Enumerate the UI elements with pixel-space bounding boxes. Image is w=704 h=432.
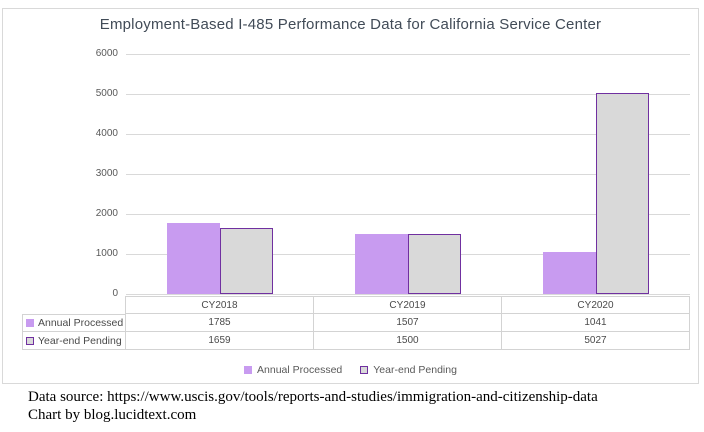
legend-item-year-end-pending: Year-end Pending <box>360 364 457 376</box>
gridline-4000 <box>126 134 690 135</box>
bar-annual-processed-cy2020 <box>543 252 596 294</box>
y-tick-label-1000: 1000 <box>95 248 118 259</box>
table-header-cy2018: CY2018 <box>126 296 314 314</box>
series-key-icon-year-end-pending <box>26 336 34 345</box>
y-tick-label-5000: 5000 <box>95 88 118 99</box>
bar-annual-processed-cy2018 <box>167 222 220 294</box>
footer-chart-credit: Chart by blog.lucidtext.com <box>28 407 197 423</box>
y-tick-label-6000: 6000 <box>95 48 118 59</box>
chart-legend: Annual Processed Year-end Pending <box>3 362 698 378</box>
table-header-cy2019: CY2019 <box>314 296 502 314</box>
bar-year-end-pending-cy2020 <box>596 92 649 294</box>
legend-swatch-icon-year-end-pending <box>360 366 369 374</box>
footer-attribution: Data source: https://www.uscis.gov/tools… <box>28 388 688 424</box>
gridline-3000 <box>126 174 690 175</box>
gridline-6000 <box>126 54 690 55</box>
gridline-5000 <box>126 94 690 95</box>
table-value-annual-processed-cy2019: 1507 <box>314 314 502 332</box>
gridline-0 <box>126 294 690 295</box>
y-tick-label-3000: 3000 <box>95 168 118 179</box>
table-value-year-end-pending-cy2018: 1659 <box>126 332 314 350</box>
table-value-annual-processed-cy2018: 1785 <box>126 314 314 332</box>
table-value-year-end-pending-cy2020: 5027 <box>502 332 690 350</box>
bar-annual-processed-cy2019 <box>355 233 408 294</box>
legend-item-annual-processed: Annual Processed <box>244 364 342 376</box>
table-row-label-annual-processed: Annual Processed <box>22 314 126 332</box>
table-value-annual-processed-cy2020: 1041 <box>502 314 690 332</box>
plot-area <box>126 54 690 295</box>
y-tick-label-2000: 2000 <box>95 208 118 219</box>
bar-year-end-pending-cy2018 <box>220 227 273 294</box>
legend-label: Annual Processed <box>257 364 343 376</box>
chart-container: Employment-Based I-485 Performance Data … <box>2 8 699 384</box>
y-tick-label-0: 0 <box>112 288 118 299</box>
table-row-label-year-end-pending: Year-end Pending <box>22 332 126 350</box>
series-key-icon-annual-processed <box>26 319 34 327</box>
legend-swatch-icon-annual-processed <box>244 366 253 374</box>
chart-title: Employment-Based I-485 Performance Data … <box>99 16 602 33</box>
series-name-label: Year-end Pending <box>38 334 122 347</box>
gridline-2000 <box>126 214 690 215</box>
table-header-cy2020: CY2020 <box>502 296 690 314</box>
y-tick-label-4000: 4000 <box>95 128 118 139</box>
bar-year-end-pending-cy2019 <box>408 234 461 294</box>
legend-label: Year-end Pending <box>373 364 457 376</box>
table-corner-cell <box>22 296 126 314</box>
table-value-year-end-pending-cy2019: 1500 <box>314 332 502 350</box>
series-name-label: Annual Processed <box>38 317 124 329</box>
chart-data-table: CY2018 CY2019 CY2020 Annual Processed 1785 15… <box>22 296 690 350</box>
footer-data-source: Data source: https://www.uscis.gov/tools… <box>28 389 598 405</box>
